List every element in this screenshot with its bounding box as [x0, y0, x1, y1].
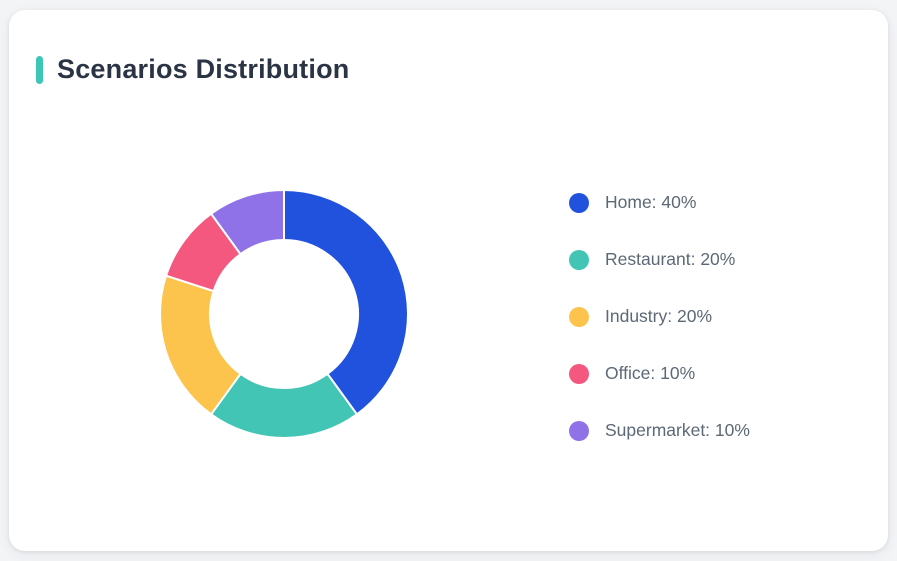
pie-slice-home[interactable]	[283, 188, 409, 416]
donut-chart	[159, 188, 409, 439]
legend-label: Restaurant: 20%	[605, 249, 736, 269]
page-title: Scenarios Distribution	[57, 54, 350, 84]
legend-item-supermarket[interactable]: Supermarket: 10%	[569, 402, 750, 459]
legend-label: Industry: 20%	[605, 306, 712, 326]
legend-dot-supermarket	[569, 420, 589, 441]
scenarios-distribution-card: Scenarios Distribution Home: 40% Restaura…	[9, 10, 888, 551]
legend-item-home[interactable]: Home: 40%	[569, 174, 750, 231]
title-accent-bar	[36, 55, 43, 84]
pie-slice-supermarket[interactable]	[209, 188, 285, 256]
legend-dot-home	[569, 192, 589, 213]
legend-dot-industry	[569, 306, 589, 327]
legend-label: Home: 40%	[605, 192, 697, 212]
legend-item-office[interactable]: Office: 10%	[569, 345, 750, 402]
legend-item-restaurant[interactable]: Restaurant: 20%	[569, 231, 750, 288]
chart-legend: Home: 40% Restaurant: 20% Industry: 20% Off…	[569, 174, 750, 459]
legend-item-industry[interactable]: Industry: 20%	[569, 288, 750, 345]
legend-label: Supermarket: 10%	[605, 420, 750, 440]
card-header: Scenarios Distribution	[36, 54, 349, 85]
legend-label: Office: 10%	[605, 363, 696, 383]
legend-dot-office	[569, 363, 589, 384]
legend-dot-restaurant	[569, 249, 589, 270]
